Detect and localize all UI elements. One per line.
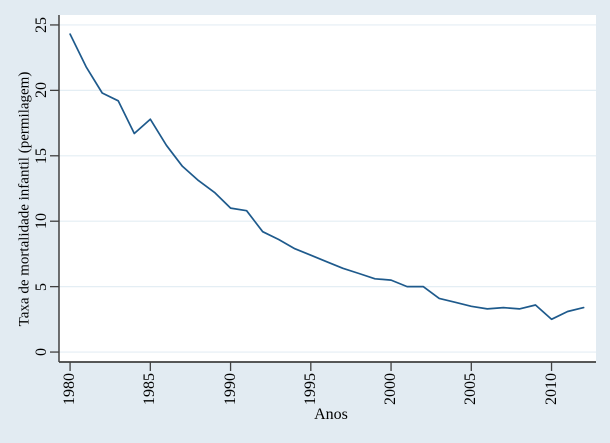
x-tick-label: 2005 bbox=[462, 373, 480, 405]
x-tick-label: 2000 bbox=[382, 373, 400, 405]
y-tick-label: 20 bbox=[33, 82, 50, 99]
x-tick-label: 1995 bbox=[301, 373, 319, 405]
series-line bbox=[69, 33, 585, 321]
x-tick-label: 1980 bbox=[61, 373, 79, 405]
x-tick-label: 1990 bbox=[221, 373, 239, 405]
y-tick-label: 10 bbox=[33, 213, 50, 230]
y-tick-label: 0 bbox=[33, 348, 50, 357]
y-tick-label: 5 bbox=[33, 282, 50, 291]
y-tick-label: 15 bbox=[33, 147, 50, 164]
x-axis-title: Anos bbox=[314, 406, 348, 423]
plot-background bbox=[59, 15, 596, 362]
x-tick-label: 1985 bbox=[141, 373, 159, 405]
x-tick-label: 2010 bbox=[542, 373, 560, 405]
y-tick-label: 25 bbox=[33, 16, 50, 33]
y-axis-title: Taxa de mortalidade infantil (permilagem… bbox=[16, 71, 33, 327]
